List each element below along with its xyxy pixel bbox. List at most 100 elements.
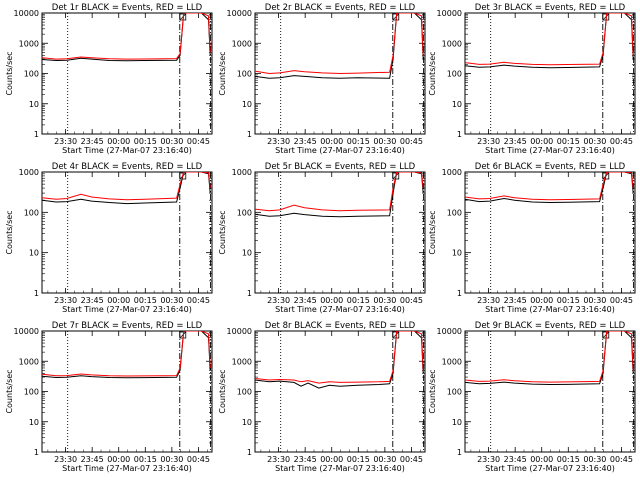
spike-marker-diagonal xyxy=(179,331,186,339)
y-tick-label: 1 xyxy=(34,448,39,457)
x-tick-label: 00:30 xyxy=(583,296,606,305)
y-tick-label: 100 xyxy=(24,388,39,397)
x-tick-label: 00:00 xyxy=(320,137,343,146)
spike-marker-diagonal xyxy=(392,13,399,21)
series-line-events xyxy=(465,13,634,69)
series-line-lld xyxy=(255,13,424,75)
x-axis-label: Start Time (27-Mar-07 23:16:40) xyxy=(275,146,405,155)
series-line-events xyxy=(255,13,424,79)
x-tick-label: 00:30 xyxy=(160,296,183,305)
x-tick-label: 00:00 xyxy=(320,455,343,464)
x-tick-label: 00:45 xyxy=(400,455,423,464)
x-tick-label: 23:30 xyxy=(477,455,500,464)
x-tick-label: 00:30 xyxy=(373,296,396,305)
panel-title: Det 6r BLACK = Events, RED = LLD xyxy=(475,162,626,172)
y-tick-label: 10000 xyxy=(227,9,252,18)
x-axis-label: Start Time (27-Mar-07 23:16:40) xyxy=(275,464,405,473)
x-tick-label: 23:45 xyxy=(81,296,104,305)
panel-title: Det 4r BLACK = Events, RED = LLD xyxy=(52,162,203,172)
x-tick-label: 00:15 xyxy=(347,137,370,146)
series-line-events xyxy=(42,331,211,379)
y-axis-label: Counts/sec xyxy=(5,369,14,413)
x-tick-label: 00:00 xyxy=(530,296,553,305)
spike-marker-box xyxy=(179,172,187,180)
series-line-events xyxy=(255,331,424,389)
panel-1: Det 1r BLACK = Events, RED = LLD 1 10 100 10… xyxy=(5,3,213,155)
spike-marker-diagonal xyxy=(602,13,609,21)
series-line-events xyxy=(42,172,211,205)
x-tick-label: 00:30 xyxy=(160,455,183,464)
y-tick-label: 100 xyxy=(237,70,252,79)
x-tick-label: 00:00 xyxy=(320,296,343,305)
x-tick-label: 00:30 xyxy=(160,137,183,146)
panel-title: Det 7r BLACK = Events, RED = LLD xyxy=(52,321,203,331)
y-axis-label: Counts/sec xyxy=(5,210,14,254)
y-tick-label: 1000 xyxy=(232,357,252,366)
y-axis-label: Counts/sec xyxy=(428,210,437,254)
y-tick-label: 1 xyxy=(457,289,462,298)
y-tick-label: 100 xyxy=(24,70,39,79)
y-tick-label: 10 xyxy=(452,100,462,109)
spike-marker-box xyxy=(602,172,610,180)
panel-title: Det 5r BLACK = Events, RED = LLD xyxy=(265,162,416,172)
panel-title: Det 3r BLACK = Events, RED = LLD xyxy=(475,3,626,13)
x-tick-label: 23:45 xyxy=(294,296,317,305)
panel-title: Det 9r BLACK = Events, RED = LLD xyxy=(475,321,626,331)
x-tick-label: 00:00 xyxy=(107,296,130,305)
x-tick-label: 23:45 xyxy=(294,455,317,464)
x-tick-label: 00:15 xyxy=(557,137,580,146)
x-tick-label: 00:00 xyxy=(530,137,553,146)
series-line-lld xyxy=(465,13,634,66)
panel-7: Det 7r BLACK = Events, RED = LLD 1 10 100 10… xyxy=(5,321,213,473)
panel-9: Det 9r BLACK = Events, RED = LLD 1 10 100 10… xyxy=(428,321,636,473)
series-line-events xyxy=(42,13,211,62)
y-tick-label: 10000 xyxy=(227,327,252,336)
series-line-lld xyxy=(42,331,211,377)
x-tick-label: 23:45 xyxy=(504,455,527,464)
x-tick-label: 00:30 xyxy=(373,137,396,146)
y-tick-label: 10000 xyxy=(14,327,39,336)
y-axis-label: Counts/sec xyxy=(428,51,437,95)
y-tick-label: 1 xyxy=(34,289,39,298)
y-tick-label: 1000 xyxy=(442,357,462,366)
series-line-lld xyxy=(42,172,211,201)
x-tick-label: 23:45 xyxy=(81,455,104,464)
x-tick-label: 23:30 xyxy=(267,137,290,146)
y-tick-label: 100 xyxy=(447,208,462,217)
panel-title: Det 2r BLACK = Events, RED = LLD xyxy=(265,3,416,13)
y-tick-label: 100 xyxy=(447,388,462,397)
y-tick-label: 1000 xyxy=(442,168,462,177)
plot-frame xyxy=(254,171,426,294)
panel-3: Det 3r BLACK = Events, RED = LLD 1 10 100 10… xyxy=(428,3,636,155)
series-line-lld xyxy=(255,172,424,212)
series-line-lld xyxy=(465,172,634,201)
y-axis-label: Counts/sec xyxy=(218,51,227,95)
x-tick-label: 23:45 xyxy=(504,296,527,305)
x-tick-label: 00:00 xyxy=(107,455,130,464)
x-tick-label: 00:30 xyxy=(583,137,606,146)
y-tick-label: 1 xyxy=(247,130,252,139)
panel-2: Det 2r BLACK = Events, RED = LLD 1 10 100 10… xyxy=(218,3,426,155)
plot-frame xyxy=(464,171,636,294)
x-tick-label: 00:00 xyxy=(107,137,130,146)
x-tick-label: 00:00 xyxy=(530,455,553,464)
y-tick-label: 10000 xyxy=(14,9,39,18)
y-tick-label: 10000 xyxy=(437,9,462,18)
series-line-lld xyxy=(42,13,211,60)
y-tick-label: 100 xyxy=(237,388,252,397)
x-tick-label: 00:45 xyxy=(400,137,423,146)
series-line-events xyxy=(255,172,424,218)
y-tick-label: 1000 xyxy=(19,357,39,366)
y-tick-label: 100 xyxy=(24,208,39,217)
y-tick-label: 10 xyxy=(242,100,252,109)
plot-frame xyxy=(41,171,213,294)
y-tick-label: 10 xyxy=(452,418,462,427)
y-tick-label: 1 xyxy=(457,130,462,139)
x-tick-label: 23:30 xyxy=(477,296,500,305)
x-tick-label: 00:15 xyxy=(134,137,157,146)
y-tick-label: 1000 xyxy=(19,39,39,48)
x-tick-label: 23:45 xyxy=(81,137,104,146)
panel-6: Det 6r BLACK = Events, RED = LLD 1 10 100 10… xyxy=(428,162,636,314)
y-tick-label: 1 xyxy=(457,448,462,457)
